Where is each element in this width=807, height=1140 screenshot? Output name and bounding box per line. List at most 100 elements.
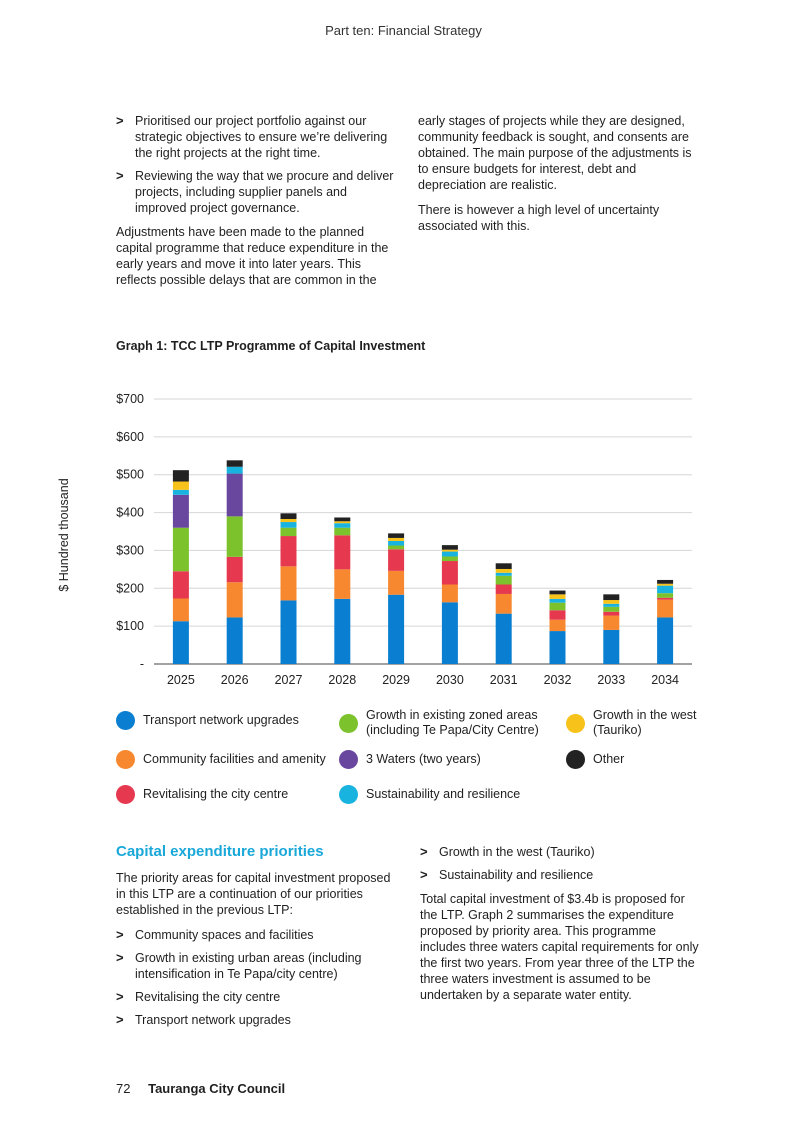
- legend-label: Other: [593, 752, 625, 766]
- legend-label: Growth in the west (Tauriko): [593, 708, 697, 737]
- uncertainty-paragraph: There is however a high level of uncerta…: [418, 203, 660, 233]
- bar-segment: [495, 584, 512, 594]
- y-tick-label: -: [140, 657, 144, 671]
- legend-label: Revitalising the city centre: [143, 787, 289, 801]
- bar-segment: [603, 606, 620, 612]
- bar-segment: [441, 602, 458, 664]
- legend-label: Growth in existing zoned areas (includin…: [366, 708, 539, 737]
- priority-text: Growth in existing urban areas (includin…: [135, 951, 362, 981]
- list-item: > Prioritised our project portfolio again…: [116, 113, 396, 161]
- bar-segment: [172, 494, 189, 528]
- intro-column-left: > Prioritised our project portfolio again…: [116, 113, 396, 297]
- bar-segment: [226, 617, 243, 664]
- bar-segment: [495, 572, 512, 576]
- bar-segment: [388, 570, 405, 595]
- bar-segment: [388, 594, 405, 664]
- intro-bullet-list: > Prioritised our project portfolio again…: [116, 113, 396, 216]
- bullet-arrow-icon: >: [116, 927, 124, 942]
- page-footer: 72 Tauranga City Council: [116, 1081, 285, 1096]
- capex-column-right: > Growth in the west (Tauriko) > Sustainab…: [420, 844, 705, 1012]
- bar-segment: [172, 621, 189, 664]
- intro-column-right: early stages of projects while they are …: [418, 113, 703, 243]
- priority-text: Community spaces and facilities: [135, 928, 314, 942]
- x-tick-label: 2032: [544, 673, 572, 687]
- bar-segment: [603, 603, 620, 607]
- legend-label: Sustainability and resilience: [366, 787, 521, 801]
- bar-segment: [657, 617, 674, 664]
- legend-item: Other: [566, 750, 624, 769]
- bar-segment: [388, 549, 405, 571]
- x-tick-label: 2031: [490, 673, 518, 687]
- bar-segment: [495, 575, 512, 585]
- bar-segment: [495, 613, 512, 664]
- bar-segment: [657, 597, 674, 600]
- bullet-text: Reviewing the way that we procure and de…: [135, 169, 394, 215]
- x-tick-label: 2028: [328, 673, 356, 687]
- section-heading: Capital expenditure priorities: [116, 843, 324, 860]
- intro-paragraph-continued: early stages of projects while they are …: [418, 114, 692, 192]
- bar-segment: [441, 561, 458, 585]
- capital-investment-chart: - $100 $200 $300 $400 $500 $600 $700 2025 2026 202…: [116, 392, 692, 687]
- bar-segment: [334, 569, 351, 599]
- x-tick-label: 2026: [221, 673, 249, 687]
- legend-item: Growth in the west (Tauriko): [566, 708, 706, 738]
- legend-item: Growth in existing zoned areas (includin…: [339, 708, 549, 738]
- bar-segment: [172, 470, 189, 482]
- bar-segment: [657, 593, 674, 598]
- y-tick-label: $600: [116, 430, 144, 444]
- bar-segment: [280, 519, 297, 523]
- list-item: > Growth in existing urban areas (includi…: [116, 950, 396, 982]
- bullet-arrow-icon: >: [116, 1012, 124, 1027]
- y-tick-label: $300: [116, 543, 144, 557]
- intro-paragraph: Adjustments have been made to the planne…: [116, 225, 389, 287]
- bar-segment: [280, 513, 297, 520]
- bar-segment: [334, 527, 351, 536]
- list-item: > Revitalising the city centre: [116, 989, 396, 1005]
- bar-segment: [549, 610, 566, 620]
- legend-swatch-icon: [116, 711, 135, 730]
- y-tick-label: $400: [116, 506, 144, 520]
- x-tick-label: 2034: [651, 673, 679, 687]
- legend-item: Transport network upgrades: [116, 711, 299, 730]
- bar-segment: [172, 571, 189, 599]
- bar-segment: [280, 566, 297, 601]
- legend-swatch-icon: [339, 750, 358, 769]
- list-item: > Transport network upgrades: [116, 1012, 396, 1028]
- legend-swatch-icon: [339, 713, 358, 733]
- y-tick-label: $500: [116, 468, 144, 482]
- bar-segment: [280, 527, 297, 537]
- list-item: > Sustainability and resilience: [420, 867, 705, 883]
- bar-segment: [388, 537, 405, 541]
- bar-segment: [603, 594, 620, 601]
- y-tick-label: $100: [116, 619, 144, 633]
- page-header: Part ten: Financial Strategy: [325, 23, 482, 38]
- bar-segment: [334, 535, 351, 570]
- bar-segment: [441, 545, 458, 550]
- priority-list: > Community spaces and facilities > Growth…: [116, 927, 396, 1028]
- bar-segment: [280, 536, 297, 567]
- list-item: > Community spaces and facilities: [116, 927, 396, 943]
- x-tick-label: 2029: [382, 673, 410, 687]
- bar-segment: [549, 598, 566, 603]
- bar-segment: [388, 533, 405, 538]
- priority-text: Transport network upgrades: [135, 1013, 291, 1027]
- bar-segment: [657, 583, 674, 586]
- bar-segment: [226, 473, 243, 517]
- bar-segment: [441, 549, 458, 552]
- bar-segment: [495, 568, 512, 573]
- legend-label: Community facilities and amenity: [143, 752, 326, 766]
- bar-segment: [334, 523, 351, 528]
- legend-item: Sustainability and resilience: [339, 785, 520, 804]
- priority-text: Sustainability and resilience: [439, 868, 594, 882]
- priority-text: Growth in the west (Tauriko): [439, 845, 595, 859]
- bar-segment: [657, 579, 674, 584]
- legend-swatch-icon: [339, 785, 358, 804]
- list-item: > Reviewing the way that we procure and d…: [116, 168, 396, 216]
- bar-segment: [603, 629, 620, 664]
- bar-segment: [549, 590, 566, 595]
- bar-segment: [603, 600, 620, 604]
- bar-segment: [441, 551, 458, 557]
- bar-segment: [549, 631, 566, 664]
- bar-segment: [388, 545, 405, 550]
- legend-swatch-icon: [116, 750, 135, 769]
